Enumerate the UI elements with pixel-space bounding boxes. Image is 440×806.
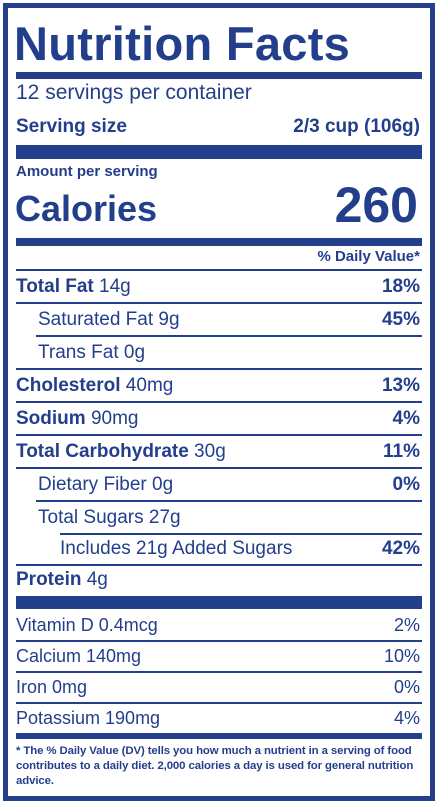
nutrient-divider: [16, 564, 422, 566]
vitamin-row: Calcium 140mg 10%: [16, 641, 422, 673]
nutrient-divider: [16, 434, 422, 436]
nutrient-divider: [60, 533, 422, 535]
nutrient-divider: [36, 335, 422, 337]
nutrient-name: Total Carbohydrate 30g: [16, 441, 226, 463]
amount-per-serving: Amount per serving: [16, 163, 158, 180]
nutrient-daily-value: 0%: [392, 474, 420, 495]
calories-value: 260: [334, 177, 418, 233]
serving-size-value: 2/3 cup (106g): [293, 116, 420, 137]
nutrient-amount: 40mg: [120, 375, 174, 396]
vitamin-divider: [16, 640, 422, 642]
nutrient-label: Dietary Fiber: [38, 474, 147, 495]
nutrient-label: Saturated Fat: [38, 309, 154, 330]
nutrient-name: Saturated Fat 9g: [38, 309, 180, 331]
daily-value-header: % Daily Value*: [317, 248, 420, 265]
nutrient-daily-value: 18%: [381, 276, 420, 297]
nutrient-divider: [16, 467, 422, 469]
nutrient-row: Saturated Fat 9g 45%: [16, 304, 422, 337]
nutrient-label: Total Sugars: [38, 507, 144, 528]
nutrient-label: Includes 21g Added Sugars: [60, 538, 293, 559]
footnote: * The % Daily Value (DV) tells you how m…: [16, 745, 414, 787]
nutrient-amount: 4g: [81, 569, 108, 590]
nutrient-label: Protein: [16, 569, 82, 590]
nutrient-row: Total Sugars 27g: [16, 502, 422, 535]
nutrient-label: Trans Fat: [38, 342, 119, 363]
serving-size-label: Serving size: [16, 116, 127, 137]
nutrient-row: Dietary Fiber 0g 0%: [16, 469, 422, 502]
servings-per-container: 12 servings per container: [16, 81, 252, 104]
vitamin-row: Vitamin D 0.4mcg 2%: [16, 610, 422, 642]
nutrition-facts-label: Nutrition Facts 12 servings per containe…: [3, 3, 435, 801]
label-title: Nutrition Facts: [14, 17, 351, 70]
vitamin-daily-value: 2%: [393, 615, 420, 635]
nutrient-divider: [36, 500, 422, 502]
nutrient-amount: 0g: [118, 342, 146, 363]
protein-divider: [16, 596, 422, 609]
nutrient-row: Total Fat 14g 18%: [16, 271, 422, 304]
nutrient-amount: 30g: [188, 441, 226, 462]
vitamin-name: Calcium 140mg: [16, 646, 142, 666]
label-content: Nutrition Facts 12 servings per containe…: [14, 8, 422, 796]
nutrient-divider: [16, 401, 422, 403]
serving-divider: [16, 145, 422, 159]
calories-divider: [16, 238, 422, 246]
nutrient-label: Sodium: [16, 408, 86, 429]
vitamin-daily-value: 10%: [383, 646, 420, 666]
nutrient-amount: 9g: [153, 309, 180, 330]
nutrient-daily-value: 42%: [381, 538, 420, 559]
nutrient-row: Protein 4g: [16, 564, 422, 597]
nutrient-name: Dietary Fiber 0g: [38, 474, 173, 496]
nutrient-row: Includes 21g Added Sugars 42%: [16, 533, 422, 566]
nutrient-name: Total Sugars 27g: [38, 507, 181, 529]
nutrient-name: Includes 21g Added Sugars: [60, 538, 292, 560]
nutrient-divider: [16, 368, 422, 370]
nutrient-daily-value: 11%: [383, 441, 420, 462]
vitamin-daily-value: 0%: [393, 677, 420, 697]
nutrient-row: Cholesterol 40mg 13%: [16, 370, 422, 403]
nutrient-name: Cholesterol 40mg: [16, 375, 173, 397]
nutrient-amount: 27g: [143, 507, 181, 528]
nutrient-row: Sodium 90mg 4%: [16, 403, 422, 436]
nutrient-label: Total Fat: [16, 276, 94, 297]
nutrient-row: Trans Fat 0g: [16, 337, 422, 370]
vitamin-divider: [16, 671, 422, 673]
footnote-divider: [16, 733, 422, 739]
nutrient-name: Total Fat 14g: [16, 276, 131, 298]
nutrient-row: Total Carbohydrate 30g 11%: [16, 436, 422, 469]
vitamin-daily-value: 4%: [393, 708, 420, 728]
calories-label: Calories: [15, 188, 158, 229]
nutrient-divider: [16, 302, 422, 304]
nutrient-label: Cholesterol: [16, 375, 121, 396]
nutrient-daily-value: 13%: [381, 375, 420, 396]
dv-header-divider: [16, 269, 422, 271]
vitamin-row: Potassium 190mg 4%: [16, 703, 422, 735]
vitamin-name: Potassium 190mg: [16, 708, 161, 728]
nutrient-label: Total Carbohydrate: [16, 441, 189, 462]
title-divider: [16, 72, 422, 79]
nutrient-name: Sodium 90mg: [16, 408, 138, 430]
nutrient-name: Protein 4g: [16, 569, 108, 591]
nutrient-daily-value: 4%: [392, 408, 420, 429]
nutrient-amount: 90mg: [85, 408, 139, 429]
nutrient-daily-value: 45%: [381, 309, 420, 330]
nutrient-name: Trans Fat 0g: [38, 342, 145, 364]
vitamin-name: Iron 0mg: [16, 677, 88, 697]
nutrient-amount: 0g: [146, 474, 174, 495]
vitamin-divider: [16, 702, 422, 704]
nutrient-amount: 14g: [93, 276, 131, 297]
vitamin-row: Iron 0mg 0%: [16, 672, 422, 704]
vitamin-name: Vitamin D 0.4mcg: [16, 615, 158, 635]
